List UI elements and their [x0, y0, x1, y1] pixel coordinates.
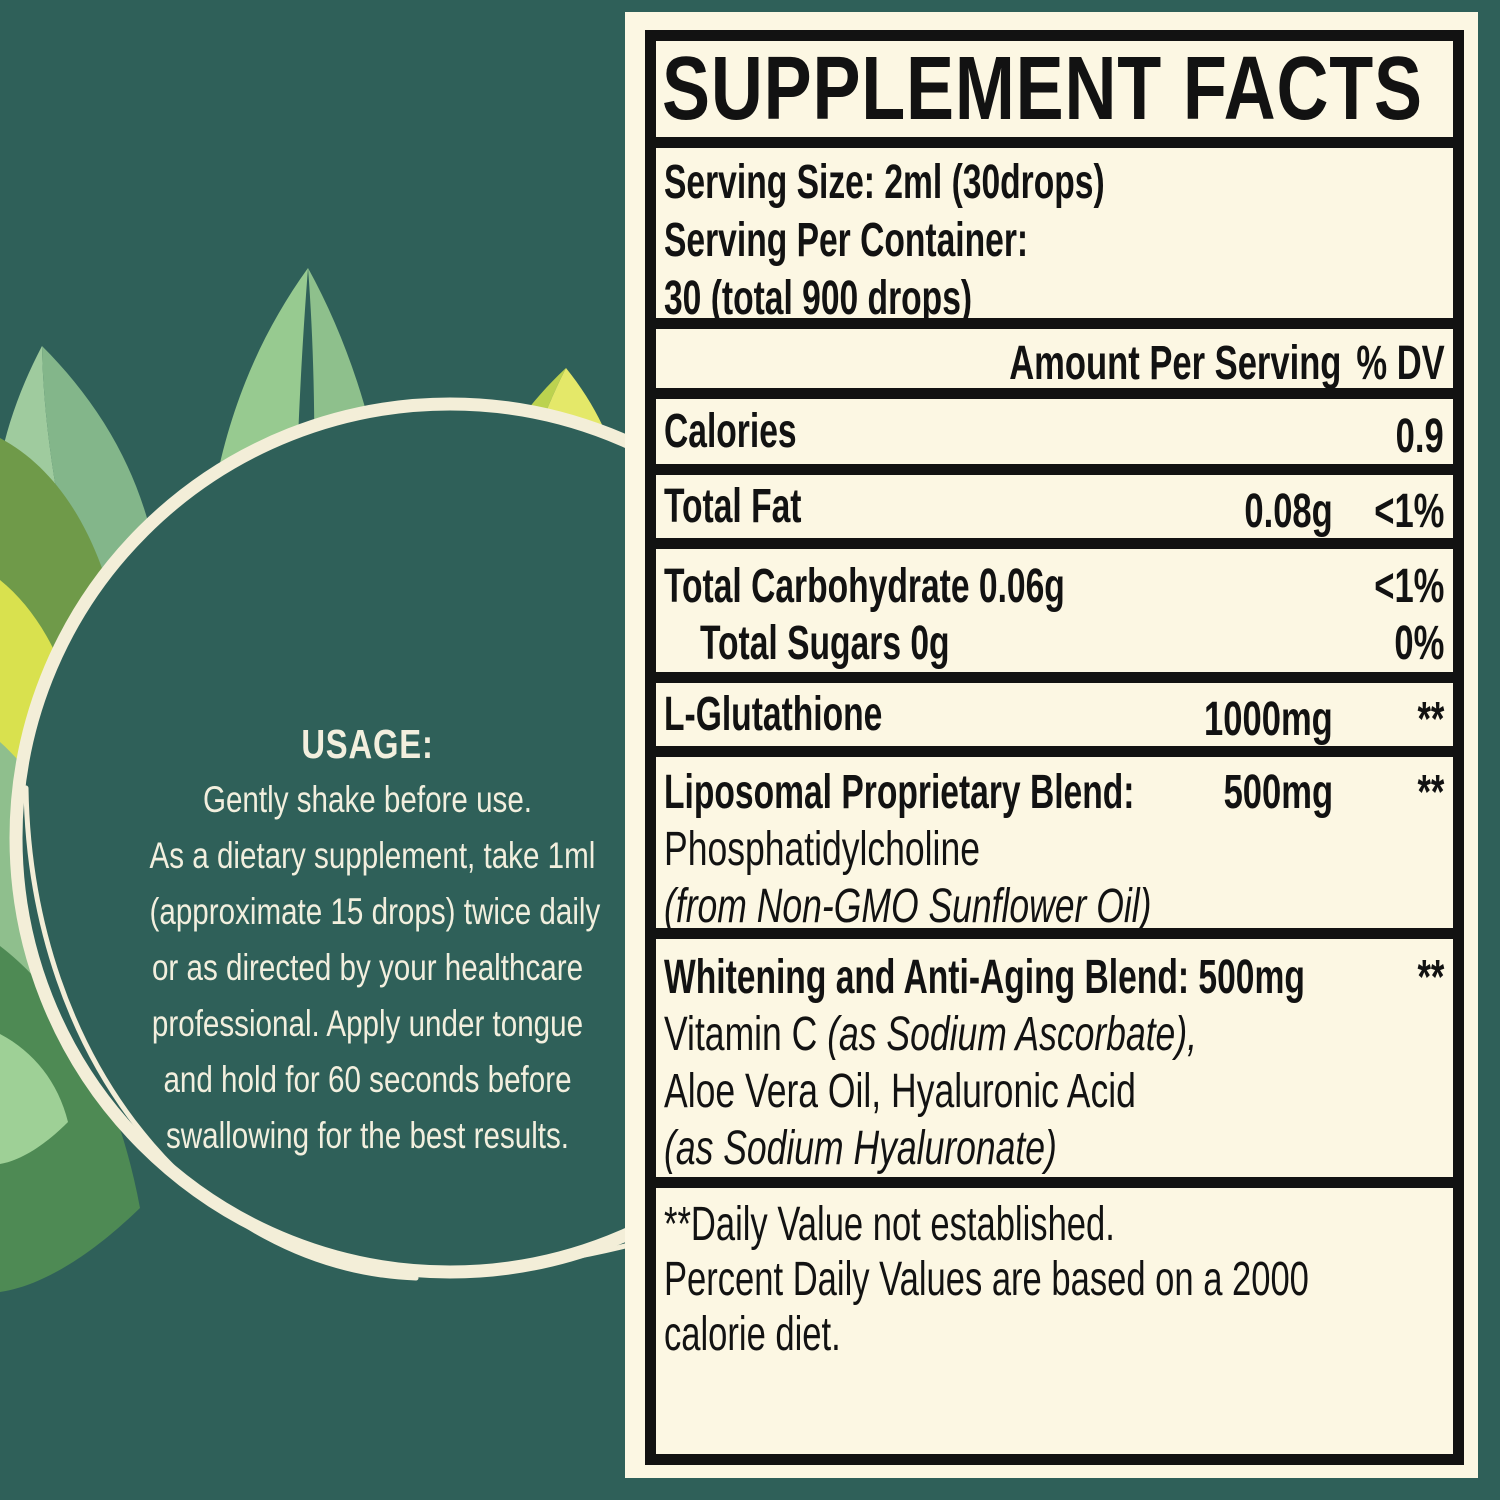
amount-per-serving-header: Amount Per Serving	[1008, 337, 1341, 390]
facts-panel: SUPPLEMENT FACTS Serving Size: 2ml (30dr…	[625, 12, 1478, 1478]
liposomal-blend-dv: **	[1417, 766, 1444, 819]
liposomal-blend-label: Liposomal Proprietary Blend:	[664, 766, 1135, 819]
usage-instructions: USAGE: Gently shake before use. As a die…	[95, 716, 640, 1164]
usage-line: and hold for 60 seconds before	[163, 1059, 572, 1100]
total-fat-dv: <1%	[1373, 485, 1444, 538]
liposomal-blend-row: Liposomal Proprietary Blend: Phosphatidy…	[656, 746, 1453, 933]
usage-line: (approximate 15 drops) twice daily	[149, 891, 601, 932]
percent-dv-header: % DV	[1356, 337, 1445, 390]
sunflower-oil-note: (from Non-GMO Sunflower Oil)	[664, 880, 1152, 933]
usage-line: As a dietary supplement, take 1ml	[149, 835, 596, 876]
aloe-hyaluronic-line: Aloe Vera Oil, Hyaluronic Acid	[664, 1065, 1136, 1118]
supplement-facts-table: SUPPLEMENT FACTS Serving Size: 2ml (30dr…	[645, 30, 1464, 1465]
total-drops: 30 (total 900 drops)	[664, 272, 973, 325]
footnote-line: **Daily Value not established.	[664, 1198, 1115, 1251]
serving-size: Serving Size: 2ml (30drops)	[664, 156, 1105, 209]
total-sugars-label: Total Sugars 0g	[700, 617, 950, 670]
whitening-blend-dv: **	[1417, 951, 1444, 1004]
glutathione-label: L-Glutathione	[664, 688, 883, 741]
whitening-blend-label: Whitening and Anti-Aging Blend: 500mg	[664, 951, 1305, 1004]
calories-row: Calories 0.9	[656, 388, 1453, 464]
usage-line: or as directed by your healthcare	[151, 947, 584, 988]
footnote-line: calorie diet.	[664, 1308, 841, 1361]
total-carbohydrate-label: Total Carbohydrate 0.06g	[664, 560, 1065, 613]
total-carbohydrate-row: Total Carbohydrate 0.06g Total Sugars 0g…	[656, 538, 1453, 672]
facts-title-row: SUPPLEMENT FACTS	[656, 41, 1453, 137]
vitamin-c-line: Vitamin C (as Sodium Ascorbate),	[664, 1008, 1198, 1061]
total-sugars-dv: 0%	[1394, 617, 1444, 670]
servings-per-container: Serving Per Container:	[664, 214, 1029, 267]
liposomal-blend-amount: 500mg	[1223, 766, 1333, 819]
total-fat-row: Total Fat 0.08g <1%	[656, 464, 1453, 538]
facts-title: SUPPLEMENT FACTS	[662, 39, 1423, 139]
usage-line: Gently shake before use.	[202, 779, 533, 820]
serving-info-row: Serving Size: 2ml (30drops) Serving Per …	[656, 137, 1453, 325]
glutathione-dv: **	[1417, 693, 1444, 746]
usage-title: USAGE:	[301, 721, 434, 767]
circle-echo-arc-left	[23, 785, 419, 1281]
usage-line: professional. Apply under tongue	[151, 1003, 584, 1044]
sodium-hyaluronate-note: (as Sodium Hyaluronate)	[664, 1122, 1057, 1175]
footnote-row: **Daily Value not established. Percent D…	[656, 1177, 1453, 1361]
leaf-edge-light-green	[0, 1034, 68, 1164]
glutathione-row: L-Glutathione 1000mg **	[656, 672, 1453, 746]
column-header-row: Amount Per Serving % DV	[656, 318, 1453, 390]
total-fat-amount: 0.08g	[1244, 485, 1333, 538]
total-fat-label: Total Fat	[664, 480, 802, 533]
calories-label: Calories	[664, 405, 797, 458]
glutathione-amount: 1000mg	[1204, 693, 1333, 746]
sodium-ascorbate-note: (as Sodium Ascorbate),	[827, 1008, 1198, 1061]
phosphatidylcholine-label: Phosphatidylcholine	[664, 823, 980, 876]
footnote-line: Percent Daily Values are based on a 2000	[664, 1253, 1309, 1306]
leaf-edge-dark-green	[0, 946, 140, 1292]
whitening-blend-row: Whitening and Anti-Aging Blend: 500mg Vi…	[656, 928, 1453, 1177]
calories-value: 0.9	[1395, 410, 1444, 463]
total-carbohydrate-dv: <1%	[1373, 560, 1444, 613]
usage-line: swallowing for the best results.	[165, 1115, 570, 1156]
